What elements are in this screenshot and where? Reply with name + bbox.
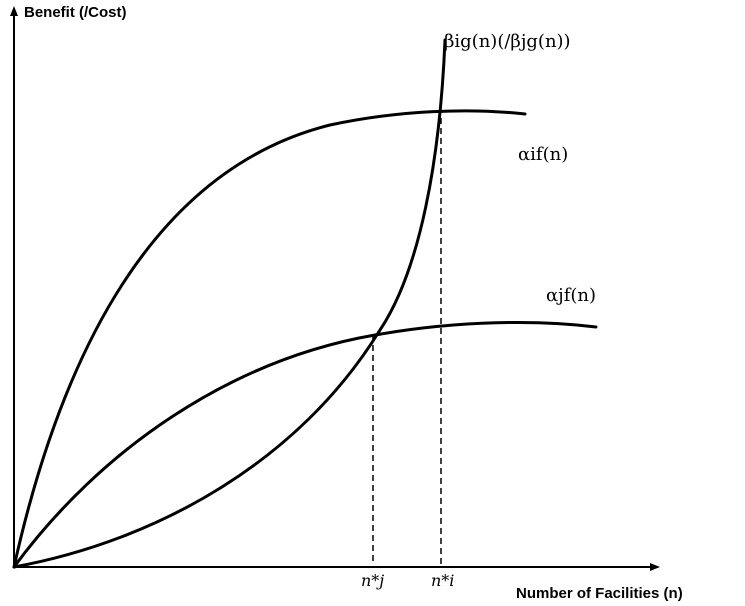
y-axis-arrow — [10, 6, 18, 16]
benefit-curve-i — [12, 109, 527, 569]
cost-curve-label-text: βig(n)(/βjg(n)) — [444, 31, 571, 52]
benefit-curve-j — [12, 320, 598, 569]
x-axis-label: Number of Facilities (n) — [516, 585, 683, 602]
benefit-j-label: αjf(n) — [546, 285, 596, 306]
benefit-i-label-text: αif(n) — [518, 144, 568, 165]
tick-label-ni-star-text: n*i — [431, 571, 454, 590]
benefit-i-label: αif(n) — [518, 144, 568, 165]
benefit-j-label-text: αjf(n) — [546, 285, 596, 306]
y-axis-label: Benefit (/Cost) — [24, 4, 127, 21]
tick-label-ni-star: n*i — [431, 571, 454, 590]
cost-curve-label: βig(n)(/βjg(n)) — [444, 31, 571, 52]
tick-label-nj-star-text: n*j — [361, 571, 384, 590]
tick-label-nj-star: n*j — [361, 571, 384, 590]
x-axis-arrow — [650, 563, 660, 571]
cost-curve — [12, 38, 447, 569]
